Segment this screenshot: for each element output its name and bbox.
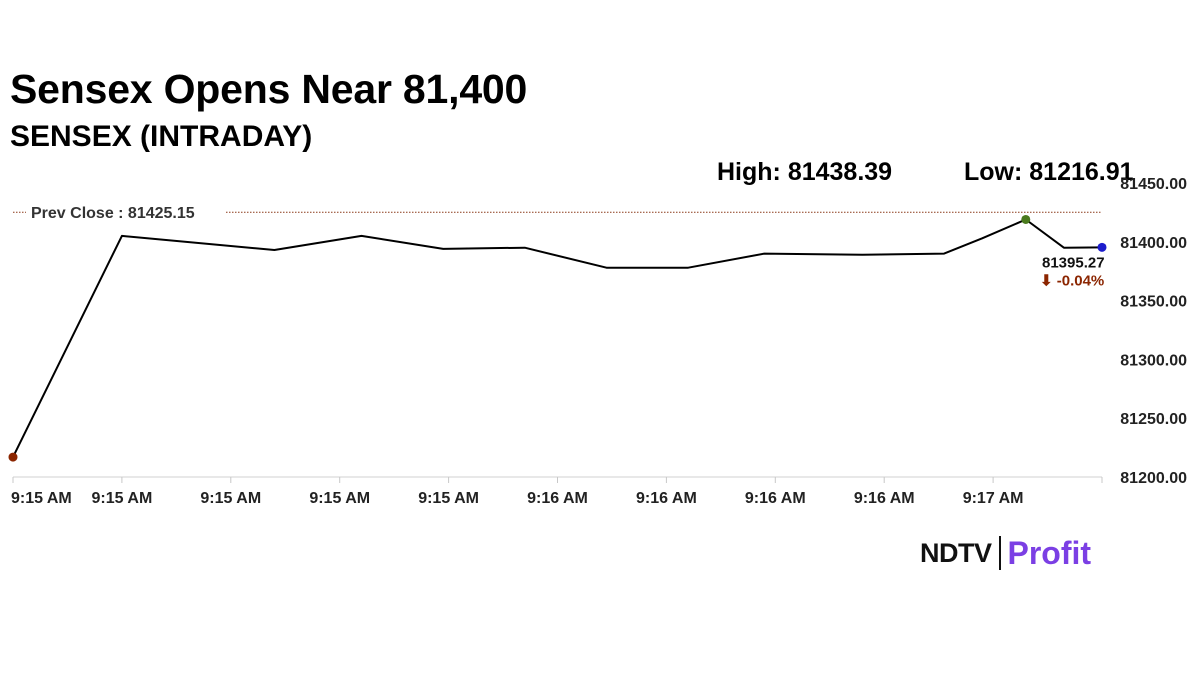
x-tick-label: 9:16 AM xyxy=(854,490,915,507)
x-tick-label: 9:15 AM xyxy=(200,490,261,507)
x-tick-label: 9:15 AM xyxy=(418,490,479,507)
y-tick-label: 81450.00 xyxy=(1120,176,1187,193)
x-tick-label: 9:15 AM xyxy=(92,490,153,507)
x-tick-label: 9:16 AM xyxy=(745,490,806,507)
logo-profit-text: Profit xyxy=(1007,534,1092,571)
day-low-stat: Low: 81216.91 xyxy=(964,158,1134,186)
sensex-series-line xyxy=(12,218,1103,458)
x-tick-label: 9:15 AM xyxy=(11,490,72,507)
prev-close-label-bg xyxy=(26,201,226,224)
open-point-marker xyxy=(8,452,18,462)
y-tick-label: 81250.00 xyxy=(1120,411,1187,428)
y-tick-label: 81400.00 xyxy=(1120,235,1187,252)
last-value-label: 81395.27 xyxy=(1042,254,1105,271)
logo-ndtv-text: NDTV xyxy=(920,537,992,568)
ndtv-profit-logo: NDTV Profit xyxy=(920,533,1091,573)
prev-close-label: Prev Close : 81425.15 xyxy=(31,205,195,222)
last-point-marker xyxy=(1097,242,1107,252)
y-tick-label: 81350.00 xyxy=(1120,294,1187,311)
x-tick-label: 9:16 AM xyxy=(527,490,588,507)
y-tick-label: 81300.00 xyxy=(1120,352,1187,369)
logo-separator xyxy=(998,536,1001,570)
chart-subtitle: SENSEX (INTRADAY) xyxy=(10,120,313,153)
high-point-marker xyxy=(1021,214,1031,224)
last-change-label: ⬇ -0.04% xyxy=(1040,272,1104,289)
y-tick-label: 81200.00 xyxy=(1120,470,1187,487)
x-tick-label: 9:16 AM xyxy=(636,490,697,507)
x-tick-label: 9:15 AM xyxy=(309,490,370,507)
x-tick-label: 9:17 AM xyxy=(963,490,1024,507)
day-high-stat: High: 81438.39 xyxy=(717,158,893,186)
headline: Sensex Opens Near 81,400 xyxy=(10,66,528,112)
